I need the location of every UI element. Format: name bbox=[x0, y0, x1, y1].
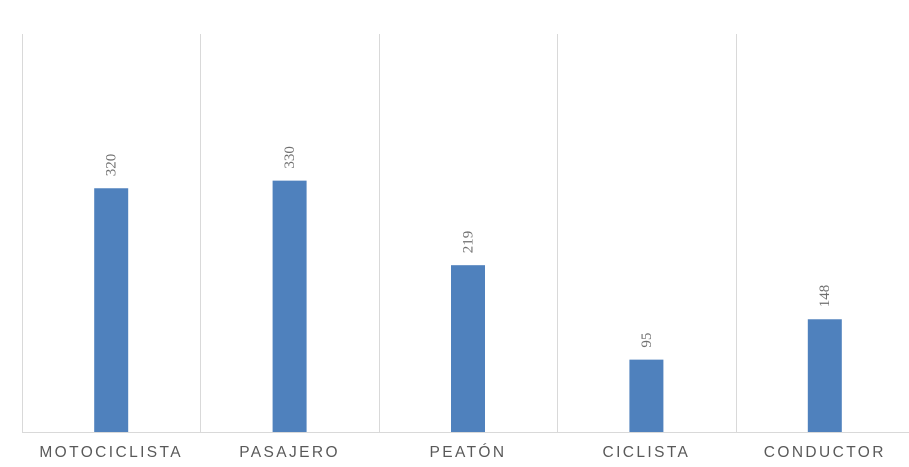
category-label-pasajero: PASAJERO bbox=[239, 444, 340, 461]
data-labels: 320 330 219 95 148 bbox=[104, 146, 834, 347]
bar-pasajero bbox=[272, 180, 307, 432]
bar-conductor bbox=[807, 319, 842, 432]
data-label-ciclista: 95 bbox=[639, 333, 655, 348]
category-label-conductor: CONDUCTOR bbox=[764, 444, 886, 461]
category-label-motociclista: MOTOCICLISTA bbox=[39, 444, 183, 461]
category-axis-labels: MOTOCICLISTA PASAJERO PEATÓN CICLISTA CONDUC… bbox=[39, 444, 886, 461]
data-label-conductor: 148 bbox=[817, 285, 833, 308]
bar-motociclista bbox=[94, 188, 129, 432]
data-label-peatón: 219 bbox=[460, 231, 476, 254]
category-label-ciclista: CICLISTA bbox=[602, 444, 690, 461]
data-label-motociclista: 320 bbox=[104, 154, 120, 177]
bar-ciclista bbox=[629, 359, 664, 432]
grid-lines bbox=[22, 34, 909, 433]
data-label-pasajero: 330 bbox=[282, 146, 298, 169]
category-label-peatón: PEATÓN bbox=[430, 444, 507, 461]
bar-peatón bbox=[451, 265, 485, 432]
bars bbox=[94, 180, 842, 432]
